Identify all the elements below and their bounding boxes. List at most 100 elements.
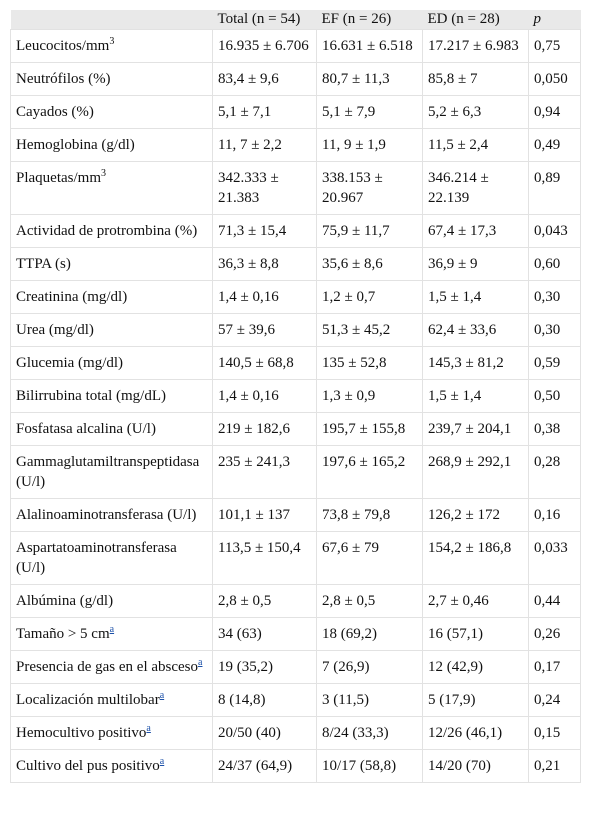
p-value-cell: 0,50 <box>528 379 581 413</box>
row-label-cell: Creatinina (mg/dl) <box>10 280 213 314</box>
ed-cell: 268,9 ± 292,1 <box>422 445 529 499</box>
ef-cell: 1,3 ± 0,9 <box>316 379 423 413</box>
p-value-cell: 0,17 <box>528 650 581 684</box>
row-label-cell: Albúmina (g/dl) <box>10 584 213 618</box>
row-label-cell: Aspartatoaminotransferasa (U/l) <box>10 531 213 585</box>
table-container: Total (n = 54) EF (n = 26) ED (n = 28) p… <box>10 10 581 783</box>
row-label: Hemocultivo positivo <box>16 725 147 741</box>
p-value-cell: 0,050 <box>528 62 581 96</box>
row-label: Localización multilobar <box>16 692 160 708</box>
row-label: Cultivo del pus positivo <box>16 758 160 774</box>
footnote-link[interactable]: a <box>109 624 115 635</box>
row-label-cell: Gammaglutamiltranspeptidasa (U/l) <box>10 445 213 499</box>
table-row: Urea (mg/dl) 57 ± 39,6 51,3 ± 45,2 62,4 ± 3… <box>10 313 581 347</box>
table-row: Presencia de gas en el abscesoa 19 (35,2)… <box>10 650 581 684</box>
ed-cell: 11,5 ± 2,4 <box>422 128 529 162</box>
table-row: Gammaglutamiltranspeptidasa (U/l) 235 ± 2… <box>10 445 581 499</box>
row-label: Actividad de protrombina (%) <box>16 223 198 239</box>
ef-cell: 73,8 ± 79,8 <box>316 498 423 532</box>
ed-cell: 145,3 ± 81,2 <box>422 346 529 380</box>
ef-cell: 1,2 ± 0,7 <box>316 280 423 314</box>
ef-cell: 35,6 ± 8,6 <box>316 247 423 281</box>
row-label: Gammaglutamiltranspeptidasa (U/l) <box>16 454 200 490</box>
row-label-cell: Bilirrubina total (mg/dL) <box>10 379 213 413</box>
p-value-cell: 0,59 <box>528 346 581 380</box>
header-total: Total (n = 54) <box>217 11 301 27</box>
p-value-cell: 0,30 <box>528 313 581 347</box>
table-row: Leucocitos/mm3 16.935 ± 6.706 16.631 ± 6.5… <box>10 29 581 63</box>
total-cell: 235 ± 241,3 <box>212 445 317 499</box>
row-label-cell: Localización multilobara <box>10 683 213 717</box>
row-label-cell: Plaquetas/mm3 <box>10 161 213 215</box>
total-cell: 1,4 ± 0,16 <box>212 379 317 413</box>
footnote-link[interactable]: a <box>159 756 165 767</box>
row-label: Aspartatoaminotransferasa (U/l) <box>16 540 177 576</box>
table-header: Total (n = 54) EF (n = 26) ED (n = 28) p <box>10 10 581 30</box>
ed-cell: 2,7 ± 0,46 <box>422 584 529 618</box>
row-label-cell: TTPA (s) <box>10 247 213 281</box>
p-value-cell: 0,60 <box>528 247 581 281</box>
row-label: Cayados (%) <box>16 104 94 120</box>
row-label: TTPA (s) <box>16 256 71 272</box>
table-row: Localización multilobara 8 (14,8) 3 (11,5)… <box>10 683 581 717</box>
p-value-cell: 0,15 <box>528 716 581 750</box>
row-label-cell: Presencia de gas en el abscesoa <box>10 650 213 684</box>
total-cell: 113,5 ± 150,4 <box>212 531 317 585</box>
ed-cell: 14/20 (70) <box>422 749 529 783</box>
p-value-cell: 0,28 <box>528 445 581 499</box>
ef-cell: 18 (69,2) <box>316 617 423 651</box>
footnote-link[interactable]: a <box>198 657 203 668</box>
total-cell: 19 (35,2) <box>212 650 317 684</box>
total-cell: 83,4 ± 9,6 <box>212 62 317 96</box>
row-label: Tamaño > 5 cm <box>16 626 110 642</box>
ef-cell: 3 (11,5) <box>316 683 423 717</box>
row-label-cell: Neutrófilos (%) <box>10 62 213 96</box>
row-label-cell: Glucemia (mg/dl) <box>10 346 213 380</box>
row-label: Hemoglobina (g/dl) <box>16 137 135 153</box>
row-label-cell: Leucocitos/mm3 <box>10 29 213 63</box>
footnote-link[interactable]: a <box>146 723 151 734</box>
row-label: Plaquetas/mm <box>16 170 101 186</box>
row-label: Alalinoaminotransferasa (U/l) <box>16 507 197 523</box>
p-value-cell: 0,043 <box>528 214 581 248</box>
table-row: Cayados (%) 5,1 ± 7,1 5,1 ± 7,9 5,2 ± 6,3 0,… <box>10 95 581 129</box>
table-row: Albúmina (g/dl) 2,8 ± 0,5 2,8 ± 0,5 2,7 ± 0… <box>10 584 581 618</box>
ef-cell: 197,6 ± 165,2 <box>316 445 423 499</box>
unit-superscript: 3 <box>109 36 115 47</box>
total-cell: 20/50 (40) <box>212 716 317 750</box>
row-label: Neutrófilos (%) <box>16 71 111 87</box>
p-value-cell: 0,21 <box>528 749 581 783</box>
total-cell: 11, 7 ± 2,2 <box>212 128 317 162</box>
row-label: Albúmina (g/dl) <box>16 593 114 609</box>
ef-cell: 135 ± 52,8 <box>316 346 423 380</box>
ef-cell: 80,7 ± 11,3 <box>316 62 423 96</box>
ed-cell: 16 (57,1) <box>422 617 529 651</box>
ed-cell: 5 (17,9) <box>422 683 529 717</box>
ed-cell: 346.214 ± 22.139 <box>422 161 529 215</box>
p-value-cell: 0,44 <box>528 584 581 618</box>
p-value-cell: 0,16 <box>528 498 581 532</box>
total-cell: 8 (14,8) <box>212 683 317 717</box>
ed-cell: 126,2 ± 172 <box>422 498 529 532</box>
table-body: Leucocitos/mm3 16.935 ± 6.706 16.631 ± 6.5… <box>10 29 581 783</box>
p-value-cell: 0,49 <box>528 128 581 162</box>
row-label: Glucemia (mg/dl) <box>16 355 124 371</box>
row-label: Creatinina (mg/dl) <box>16 289 128 305</box>
total-cell: 57 ± 39,6 <box>212 313 317 347</box>
row-label: Urea (mg/dl) <box>16 322 94 338</box>
ef-cell: 16.631 ± 6.518 <box>316 29 423 63</box>
total-cell: 24/37 (64,9) <box>212 749 317 783</box>
ef-cell: 338.153 ± 20.967 <box>316 161 423 215</box>
unit-superscript: 3 <box>101 168 106 179</box>
total-cell: 36,3 ± 8,8 <box>212 247 317 281</box>
ef-cell: 67,6 ± 79 <box>316 531 423 585</box>
p-value-cell: 0,89 <box>528 161 581 215</box>
ef-cell: 11, 9 ± 1,9 <box>316 128 423 162</box>
ef-cell: 195,7 ± 155,8 <box>316 412 423 446</box>
table-row: Bilirrubina total (mg/dL) 1,4 ± 0,16 1,3 ±… <box>10 379 581 413</box>
total-cell: 140,5 ± 68,8 <box>212 346 317 380</box>
footnote-link[interactable]: a <box>159 690 165 701</box>
header-ef: EF (n = 26) <box>321 11 392 27</box>
table-row: Glucemia (mg/dl) 140,5 ± 68,8 135 ± 52,8 14… <box>10 346 581 380</box>
total-cell: 101,1 ± 137 <box>212 498 317 532</box>
